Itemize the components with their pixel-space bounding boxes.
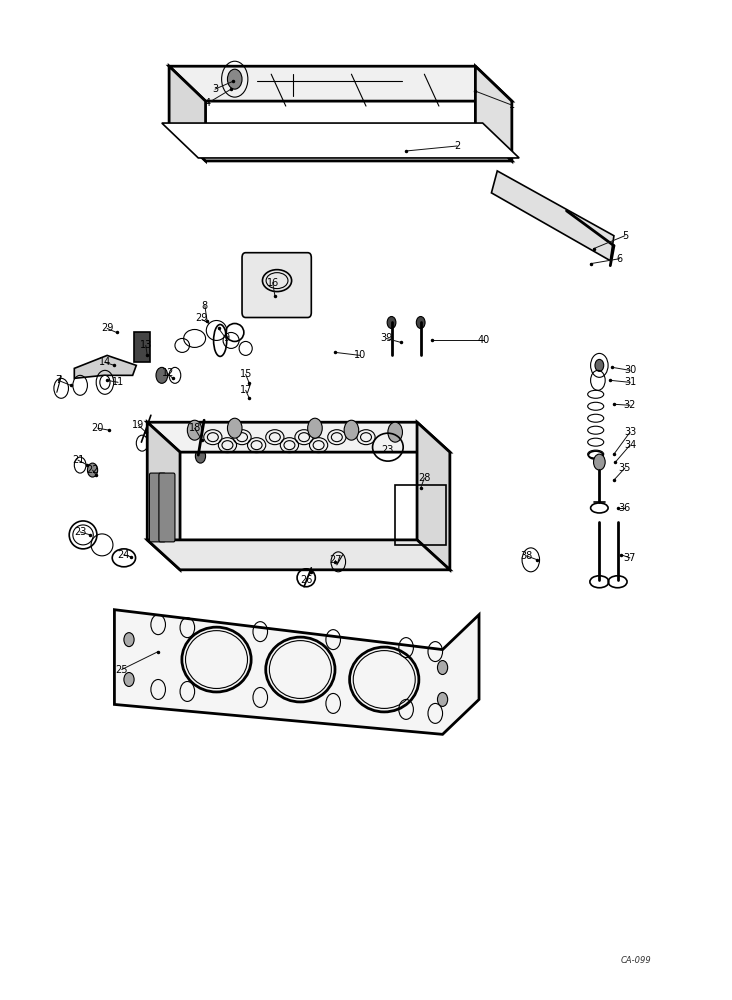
Text: 39: 39 <box>381 333 392 343</box>
Circle shape <box>228 69 242 89</box>
Circle shape <box>387 317 396 328</box>
Polygon shape <box>169 66 512 101</box>
Text: 13: 13 <box>140 340 152 350</box>
Text: 23: 23 <box>74 527 86 537</box>
Text: 36: 36 <box>619 503 631 513</box>
Circle shape <box>388 422 403 442</box>
Circle shape <box>438 661 448 675</box>
Polygon shape <box>75 355 136 378</box>
Text: 30: 30 <box>624 365 636 375</box>
Text: 7: 7 <box>55 375 61 385</box>
Circle shape <box>594 454 605 470</box>
Circle shape <box>156 367 168 383</box>
Polygon shape <box>147 422 450 452</box>
Text: 4: 4 <box>205 98 211 108</box>
FancyBboxPatch shape <box>134 332 150 362</box>
Text: 21: 21 <box>72 455 84 465</box>
Text: 14: 14 <box>99 357 111 367</box>
Text: 29: 29 <box>101 323 113 333</box>
Circle shape <box>344 420 359 440</box>
Circle shape <box>307 418 322 438</box>
Text: 8: 8 <box>202 301 208 311</box>
Text: 23: 23 <box>381 445 394 455</box>
Text: 34: 34 <box>624 440 636 450</box>
Polygon shape <box>169 66 206 161</box>
Text: 22: 22 <box>86 465 99 475</box>
Text: 40: 40 <box>478 335 490 345</box>
Polygon shape <box>475 66 512 161</box>
Polygon shape <box>169 126 512 161</box>
Text: 3: 3 <box>212 84 218 94</box>
Polygon shape <box>491 171 614 261</box>
Text: 6: 6 <box>616 254 623 264</box>
Polygon shape <box>147 540 450 570</box>
Text: 9: 9 <box>223 333 229 343</box>
FancyBboxPatch shape <box>242 253 311 318</box>
Text: 28: 28 <box>418 473 430 483</box>
Circle shape <box>417 317 425 328</box>
FancyBboxPatch shape <box>149 473 165 542</box>
Text: 38: 38 <box>520 551 533 561</box>
Text: 18: 18 <box>189 423 201 433</box>
Circle shape <box>124 673 134 686</box>
Circle shape <box>438 692 448 706</box>
Text: 2: 2 <box>454 141 460 151</box>
Text: 11: 11 <box>112 377 124 387</box>
Circle shape <box>124 633 134 647</box>
Text: 33: 33 <box>624 427 636 437</box>
Text: 17: 17 <box>239 385 252 395</box>
Text: 25: 25 <box>116 665 128 675</box>
Circle shape <box>195 449 206 463</box>
Circle shape <box>595 359 604 371</box>
Polygon shape <box>417 422 450 570</box>
Text: 29: 29 <box>195 313 208 323</box>
Text: 1: 1 <box>509 100 515 110</box>
Polygon shape <box>162 123 519 158</box>
Text: 5: 5 <box>621 231 628 241</box>
Text: 24: 24 <box>118 550 130 560</box>
Circle shape <box>87 463 97 477</box>
Text: 27: 27 <box>329 555 342 565</box>
Text: 12: 12 <box>162 368 173 378</box>
FancyBboxPatch shape <box>159 473 175 542</box>
Text: 19: 19 <box>132 420 145 430</box>
Text: 32: 32 <box>624 400 636 410</box>
Polygon shape <box>114 610 479 734</box>
Circle shape <box>187 420 202 440</box>
Circle shape <box>228 418 242 438</box>
Text: 31: 31 <box>624 377 636 387</box>
Text: 20: 20 <box>92 423 104 433</box>
Text: 35: 35 <box>619 463 631 473</box>
Text: 37: 37 <box>624 553 636 563</box>
Text: 16: 16 <box>266 278 279 288</box>
Text: 26: 26 <box>300 575 313 585</box>
Text: 10: 10 <box>354 350 366 360</box>
Text: 15: 15 <box>239 369 252 379</box>
Text: CA-099: CA-099 <box>621 956 651 965</box>
Polygon shape <box>147 422 180 570</box>
Circle shape <box>100 375 110 389</box>
